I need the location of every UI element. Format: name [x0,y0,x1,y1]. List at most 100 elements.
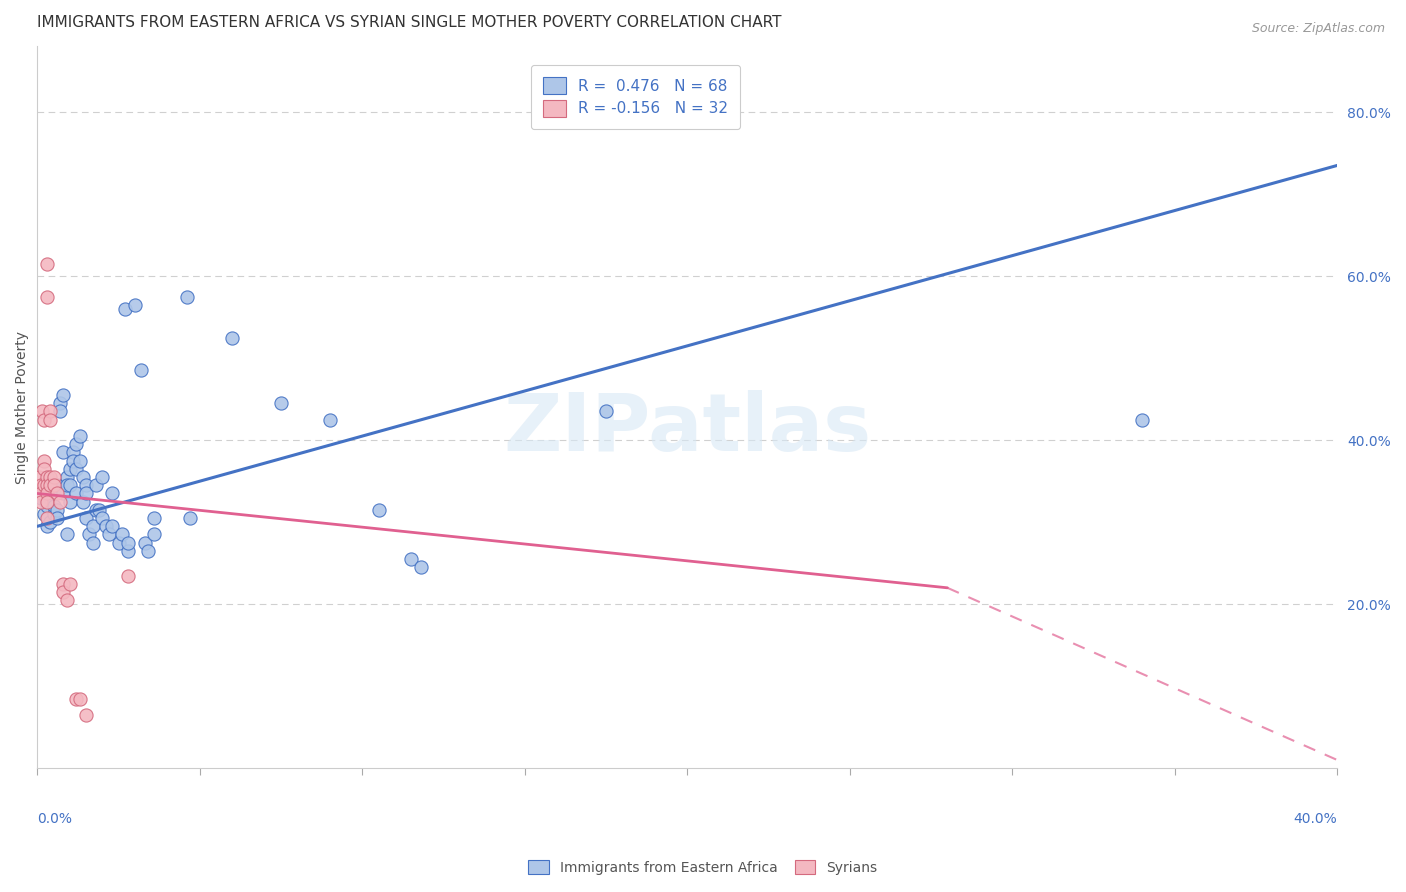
Legend: Immigrants from Eastern Africa, Syrians: Immigrants from Eastern Africa, Syrians [523,855,883,880]
Point [55,527,77,541]
Point [107,535,129,549]
Point [49,404,72,418]
Point [59,494,82,508]
Point [59,576,82,591]
Point [84,503,107,517]
Point [30,486,52,500]
Point [75,511,97,525]
Point [35,290,58,304]
Text: 40.0%: 40.0% [1294,812,1337,826]
Point [39,404,62,418]
Text: 0.0%: 0.0% [38,812,72,826]
Point [82,519,104,533]
Point [97,527,120,541]
Point [32,462,55,476]
Point [399,552,422,566]
Point [55,478,77,492]
Point [39,491,62,505]
Point [221,331,243,345]
Point [35,257,58,271]
Point [30,491,52,505]
Point [28,470,51,484]
Point [32,412,55,426]
Point [45,503,67,517]
Point [59,462,82,476]
Point [45,486,67,500]
Point [143,527,166,541]
Point [35,499,58,513]
Point [39,515,62,529]
Text: IMMIGRANTS FROM EASTERN AFRICA VS SYRIAN SINGLE MOTHER POVERTY CORRELATION CHART: IMMIGRANTS FROM EASTERN AFRICA VS SYRIAN… [38,15,782,30]
Point [35,494,58,508]
Point [65,437,87,451]
Point [367,503,389,517]
Point [39,470,62,484]
Point [101,519,124,533]
Point [75,708,97,723]
Point [39,412,62,426]
Point [45,478,67,492]
Point [35,486,58,500]
Legend: R =  0.476   N = 68, R = -0.156   N = 32: R = 0.476 N = 68, R = -0.156 N = 32 [530,65,740,128]
Point [32,453,55,467]
Point [82,535,104,549]
Point [65,691,87,706]
Point [52,445,75,459]
Point [117,544,139,558]
Point [42,478,65,492]
Point [143,511,166,525]
Point [65,462,87,476]
Point [319,412,342,426]
Point [30,494,52,508]
Point [136,544,159,558]
Point [101,486,124,500]
Point [84,478,107,492]
Point [52,585,75,599]
Point [69,691,91,706]
Point [69,429,91,443]
Point [55,593,77,607]
Point [35,519,58,533]
Point [32,478,55,492]
Point [75,478,97,492]
Point [79,527,101,541]
Point [124,298,146,312]
Point [1132,412,1154,426]
Point [35,470,58,484]
Point [595,404,617,418]
Point [87,503,110,517]
Text: Source: ZipAtlas.com: Source: ZipAtlas.com [1251,22,1385,36]
Point [72,470,94,484]
Point [42,483,65,497]
Point [42,499,65,513]
Point [179,511,201,525]
Point [31,404,53,418]
Point [59,478,82,492]
Point [117,568,139,582]
Point [134,535,156,549]
Point [49,396,72,410]
Point [91,511,114,525]
Point [42,470,65,484]
Point [35,478,58,492]
Point [176,290,198,304]
Point [114,301,136,316]
Point [91,470,114,484]
Point [62,445,84,459]
Point [111,527,134,541]
Point [52,576,75,591]
Point [409,560,432,574]
Point [62,453,84,467]
Point [52,388,75,402]
Point [65,486,87,500]
Point [270,396,292,410]
Point [49,494,72,508]
Point [52,486,75,500]
Point [55,470,77,484]
Point [32,507,55,521]
Y-axis label: Single Mother Poverty: Single Mother Poverty [15,331,30,483]
Point [131,363,153,377]
Point [45,511,67,525]
Point [39,478,62,492]
Point [117,535,139,549]
